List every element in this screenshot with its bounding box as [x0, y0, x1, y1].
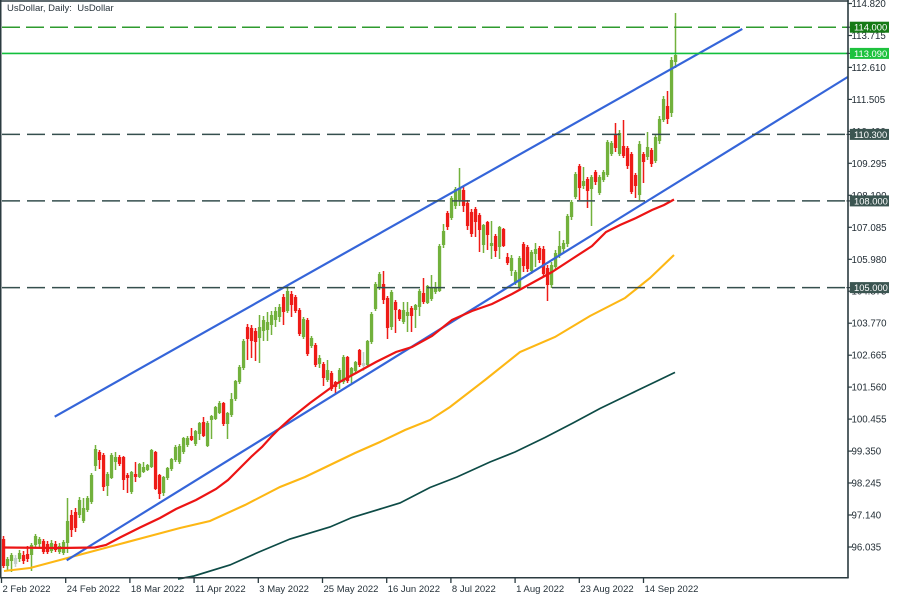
svg-text:113.715: 113.715	[852, 31, 886, 42]
svg-text:110.300: 110.300	[854, 129, 887, 140]
svg-text:109.295: 109.295	[852, 159, 887, 170]
svg-text:103.770: 103.770	[852, 319, 888, 330]
svg-text:11 Apr 2022: 11 Apr 2022	[195, 584, 246, 595]
svg-text:99.350: 99.350	[852, 447, 882, 458]
svg-text:112.610: 112.610	[852, 63, 887, 74]
svg-text:16 Jun 2022: 16 Jun 2022	[388, 584, 440, 595]
svg-text:108.000: 108.000	[854, 195, 888, 206]
svg-text:107.085: 107.085	[852, 223, 887, 234]
svg-text:105.980: 105.980	[852, 255, 888, 266]
svg-text:113.090: 113.090	[854, 48, 887, 59]
svg-text:25 May 2022: 25 May 2022	[324, 584, 379, 595]
svg-text:111.505: 111.505	[852, 95, 886, 106]
svg-text:96.035: 96.035	[852, 543, 882, 554]
svg-text:114.000: 114.000	[854, 22, 887, 33]
svg-text:101.560: 101.560	[852, 383, 888, 394]
svg-text:97.140: 97.140	[852, 511, 882, 522]
svg-text:23 Aug 2022: 23 Aug 2022	[580, 584, 633, 595]
svg-text:105.000: 105.000	[854, 282, 888, 293]
svg-text:3 May 2022: 3 May 2022	[259, 584, 309, 595]
svg-text:102.665: 102.665	[852, 351, 887, 362]
svg-text:100.455: 100.455	[852, 415, 887, 426]
svg-text:18 Mar 2022: 18 Mar 2022	[131, 584, 184, 595]
svg-text:114.820: 114.820	[852, 0, 887, 10]
svg-text:8 Jul 2022: 8 Jul 2022	[452, 584, 496, 595]
svg-text:1 Aug 2022: 1 Aug 2022	[516, 584, 564, 595]
svg-text:14 Sep 2022: 14 Sep 2022	[645, 584, 699, 595]
svg-text:UsDollar, Daily: UsDollar: UsDollar, Daily: UsDollar	[7, 3, 114, 14]
svg-text:2 Feb 2022: 2 Feb 2022	[3, 584, 51, 595]
svg-text:24 Feb 2022: 24 Feb 2022	[67, 584, 120, 595]
svg-text:98.245: 98.245	[852, 479, 882, 490]
